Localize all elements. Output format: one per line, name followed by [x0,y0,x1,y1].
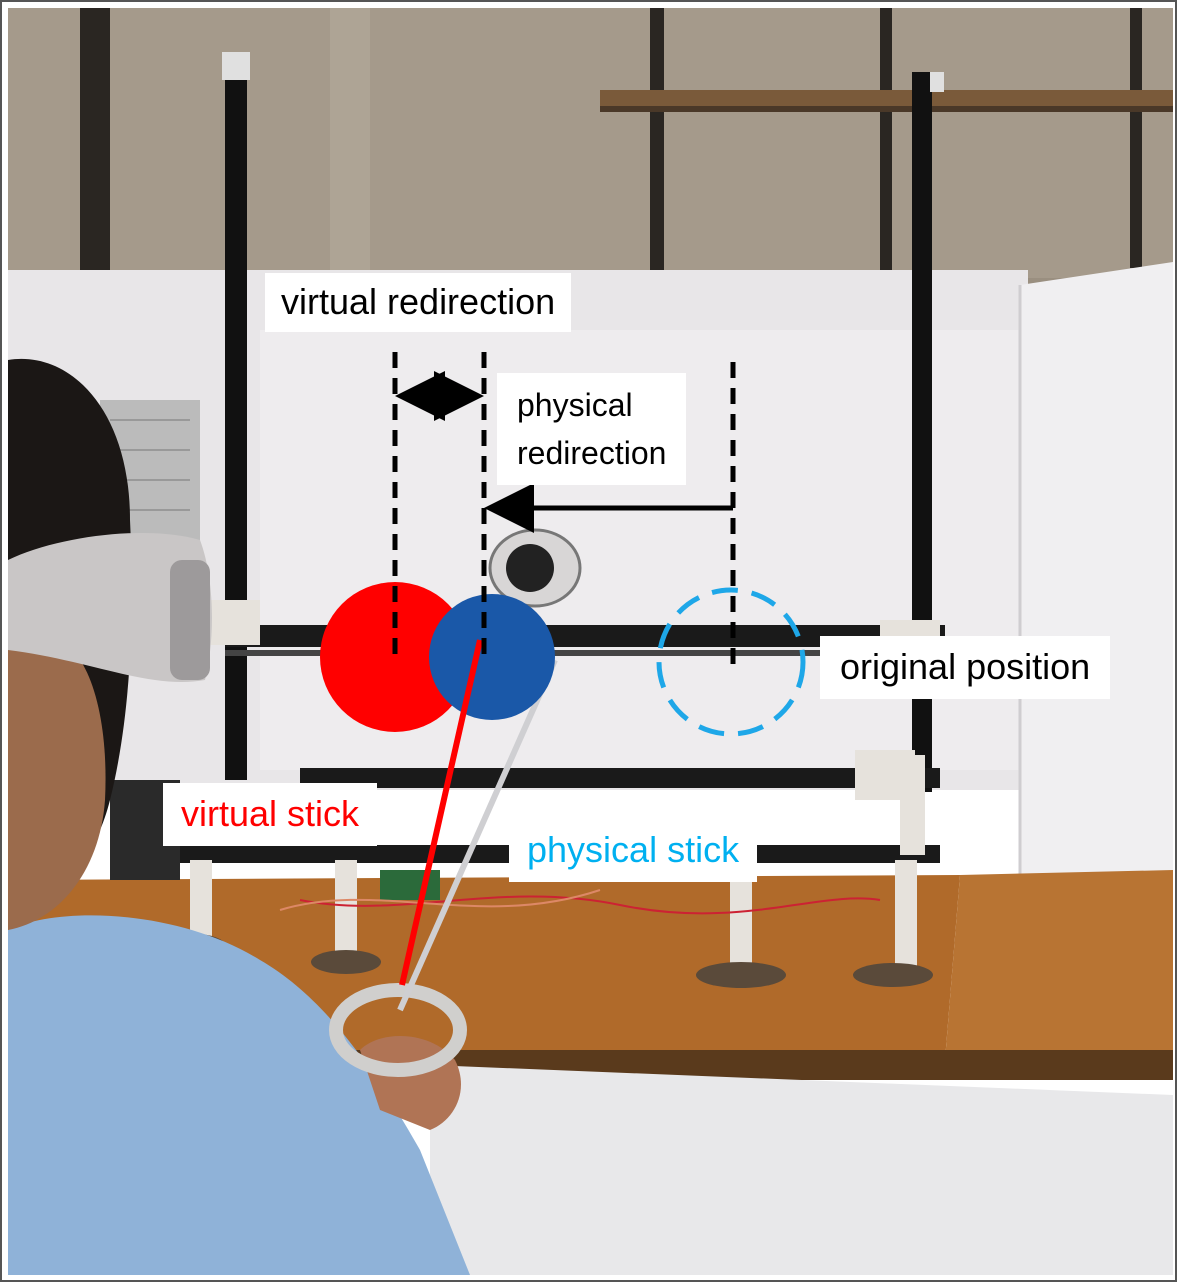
virtual-redirection-label: virtual redirection [265,273,572,332]
right-partition [1020,262,1173,880]
bottom-rail [300,768,940,788]
right-post [912,72,932,792]
camera [488,528,582,608]
white-desk [430,1065,1173,1275]
left-post [225,60,247,780]
original-position-ring [656,587,806,737]
virtual-stick-line [399,639,483,986]
physical-redirection-label: physical redirection [497,373,687,485]
original-position-label: original position [820,636,1111,699]
physical-ball [429,594,555,720]
shelf [600,90,1173,106]
physical-stick-label: physical stick [509,819,758,882]
user [8,358,470,1275]
virtual-ball [320,582,470,732]
physical-stick-rod [397,658,558,1012]
virtual-stick-label: virtual stick [163,783,378,846]
